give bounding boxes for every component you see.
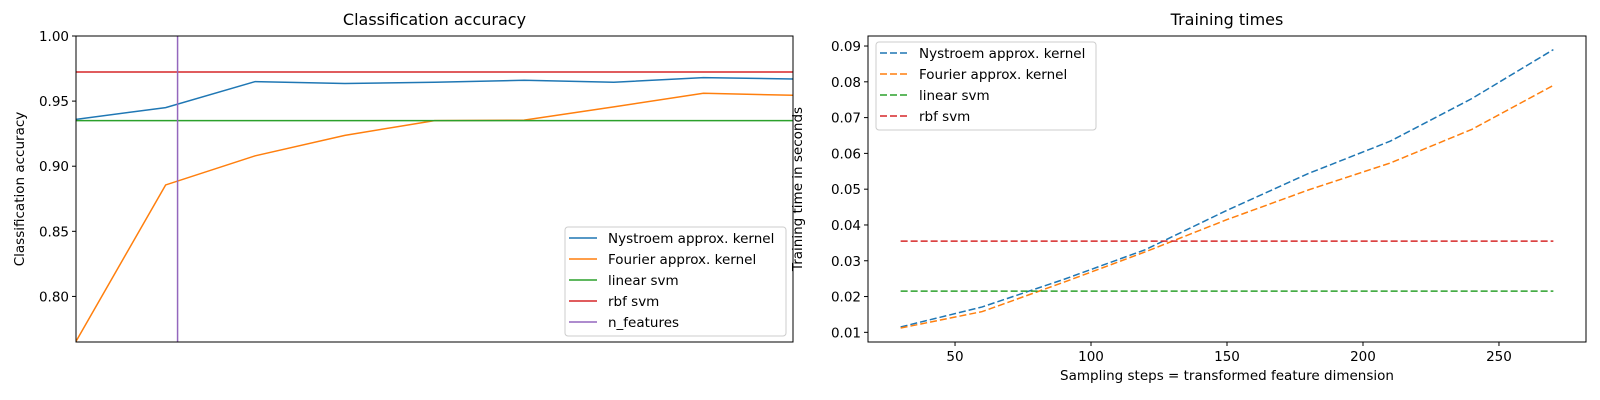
training-times-chart: Training times Training time in seconds … bbox=[790, 10, 1587, 384]
x-tick-label: 100 bbox=[1078, 349, 1104, 365]
y-axis-label: Training time in seconds bbox=[790, 107, 806, 272]
y-tick-label: 0.04 bbox=[831, 218, 861, 234]
chart-title: Classification accuracy bbox=[343, 10, 526, 29]
series-line-fourier-approx-kernel bbox=[900, 84, 1554, 329]
x-tick-label: 50 bbox=[946, 349, 963, 365]
x-tick-label: 250 bbox=[1486, 349, 1512, 365]
legend-label: rbf svm bbox=[608, 294, 659, 310]
x-axis-label: Sampling steps = transformed feature dim… bbox=[1060, 368, 1394, 384]
legend-box bbox=[875, 41, 1097, 131]
y-tick-label: 0.07 bbox=[831, 111, 861, 127]
axes-frame bbox=[75, 35, 794, 343]
x-tick-label: 200 bbox=[1350, 349, 1376, 365]
legend-label: Nystroem approx. kernel bbox=[608, 231, 774, 247]
legend-label: rbf svm bbox=[919, 109, 970, 125]
legend-label: linear svm bbox=[919, 88, 990, 104]
y-tick-label: 0.03 bbox=[831, 254, 861, 270]
x-tick-label: 150 bbox=[1214, 349, 1240, 365]
legend-label: Fourier approx. kernel bbox=[608, 252, 756, 268]
legend-label: linear svm bbox=[608, 273, 679, 289]
legend-label: Fourier approx. kernel bbox=[919, 67, 1067, 83]
legend: Nystroem approx. kernel Fourier approx. k… bbox=[875, 41, 1097, 131]
plot-area bbox=[76, 36, 793, 342]
y-tick-label: 0.02 bbox=[831, 290, 861, 306]
legend: Nystroem approx. kernel Fourier approx. k… bbox=[564, 226, 787, 337]
series-line-nystroem-approx-kernel bbox=[76, 76, 793, 121]
accuracy-chart: Classification accuracy Classification a… bbox=[12, 10, 794, 343]
axes-frame bbox=[867, 35, 1587, 343]
y-tick-label: 0.05 bbox=[831, 182, 861, 198]
y-tick-label: 0.80 bbox=[39, 289, 69, 305]
y-tick-label: 0.95 bbox=[39, 94, 69, 110]
legend-label: n_features bbox=[608, 315, 679, 331]
y-tick-label: 1.00 bbox=[39, 29, 69, 45]
y-tick-label: 0.08 bbox=[831, 75, 861, 91]
chart-title: Training times bbox=[1170, 10, 1284, 29]
legend-label: Nystroem approx. kernel bbox=[919, 46, 1085, 62]
y-tick-label: 0.01 bbox=[831, 325, 861, 341]
y-tick-label: 0.06 bbox=[831, 146, 861, 162]
legend-box bbox=[564, 226, 787, 337]
series-line-nystroem-approx-kernel bbox=[900, 48, 1554, 328]
plot-area bbox=[900, 48, 1554, 329]
y-tick-label: 0.85 bbox=[39, 224, 69, 240]
y-axis-label: Classification accuracy bbox=[12, 112, 28, 267]
y-tick-label: 0.90 bbox=[39, 159, 69, 175]
y-tick-label: 0.09 bbox=[831, 39, 861, 55]
